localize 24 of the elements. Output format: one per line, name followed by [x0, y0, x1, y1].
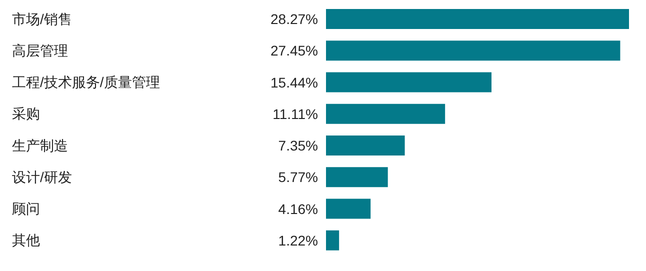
bar	[326, 136, 405, 156]
data-label: 4.16%	[278, 200, 318, 217]
y-tick-label: 采购	[12, 106, 40, 122]
bar	[326, 40, 620, 61]
y-tick-label: 市场/销售	[12, 10, 72, 27]
y-tick-label: 设计/研发	[12, 168, 72, 185]
bar	[326, 167, 388, 188]
data-label: 7.35%	[278, 138, 318, 154]
data-label: 1.22%	[278, 232, 318, 248]
bar	[326, 72, 492, 92]
y-tick-label: 顾问	[12, 200, 40, 217]
bar	[326, 198, 371, 219]
bar	[326, 9, 629, 29]
y-tick-label: 其他	[12, 232, 40, 248]
data-label: 11.11%	[272, 106, 318, 122]
data-label: 28.27%	[270, 11, 318, 27]
y-tick-label: 工程/技术服务/质量管理	[12, 74, 160, 90]
y-tick-label: 高层管理	[12, 42, 68, 58]
data-label: 27.45%	[270, 42, 318, 59]
bar	[326, 230, 340, 250]
bar	[326, 104, 446, 124]
y-tick-label: 生产制造	[12, 137, 68, 154]
data-label: 5.77%	[278, 169, 318, 186]
data-label: 15.44%	[270, 74, 318, 90]
